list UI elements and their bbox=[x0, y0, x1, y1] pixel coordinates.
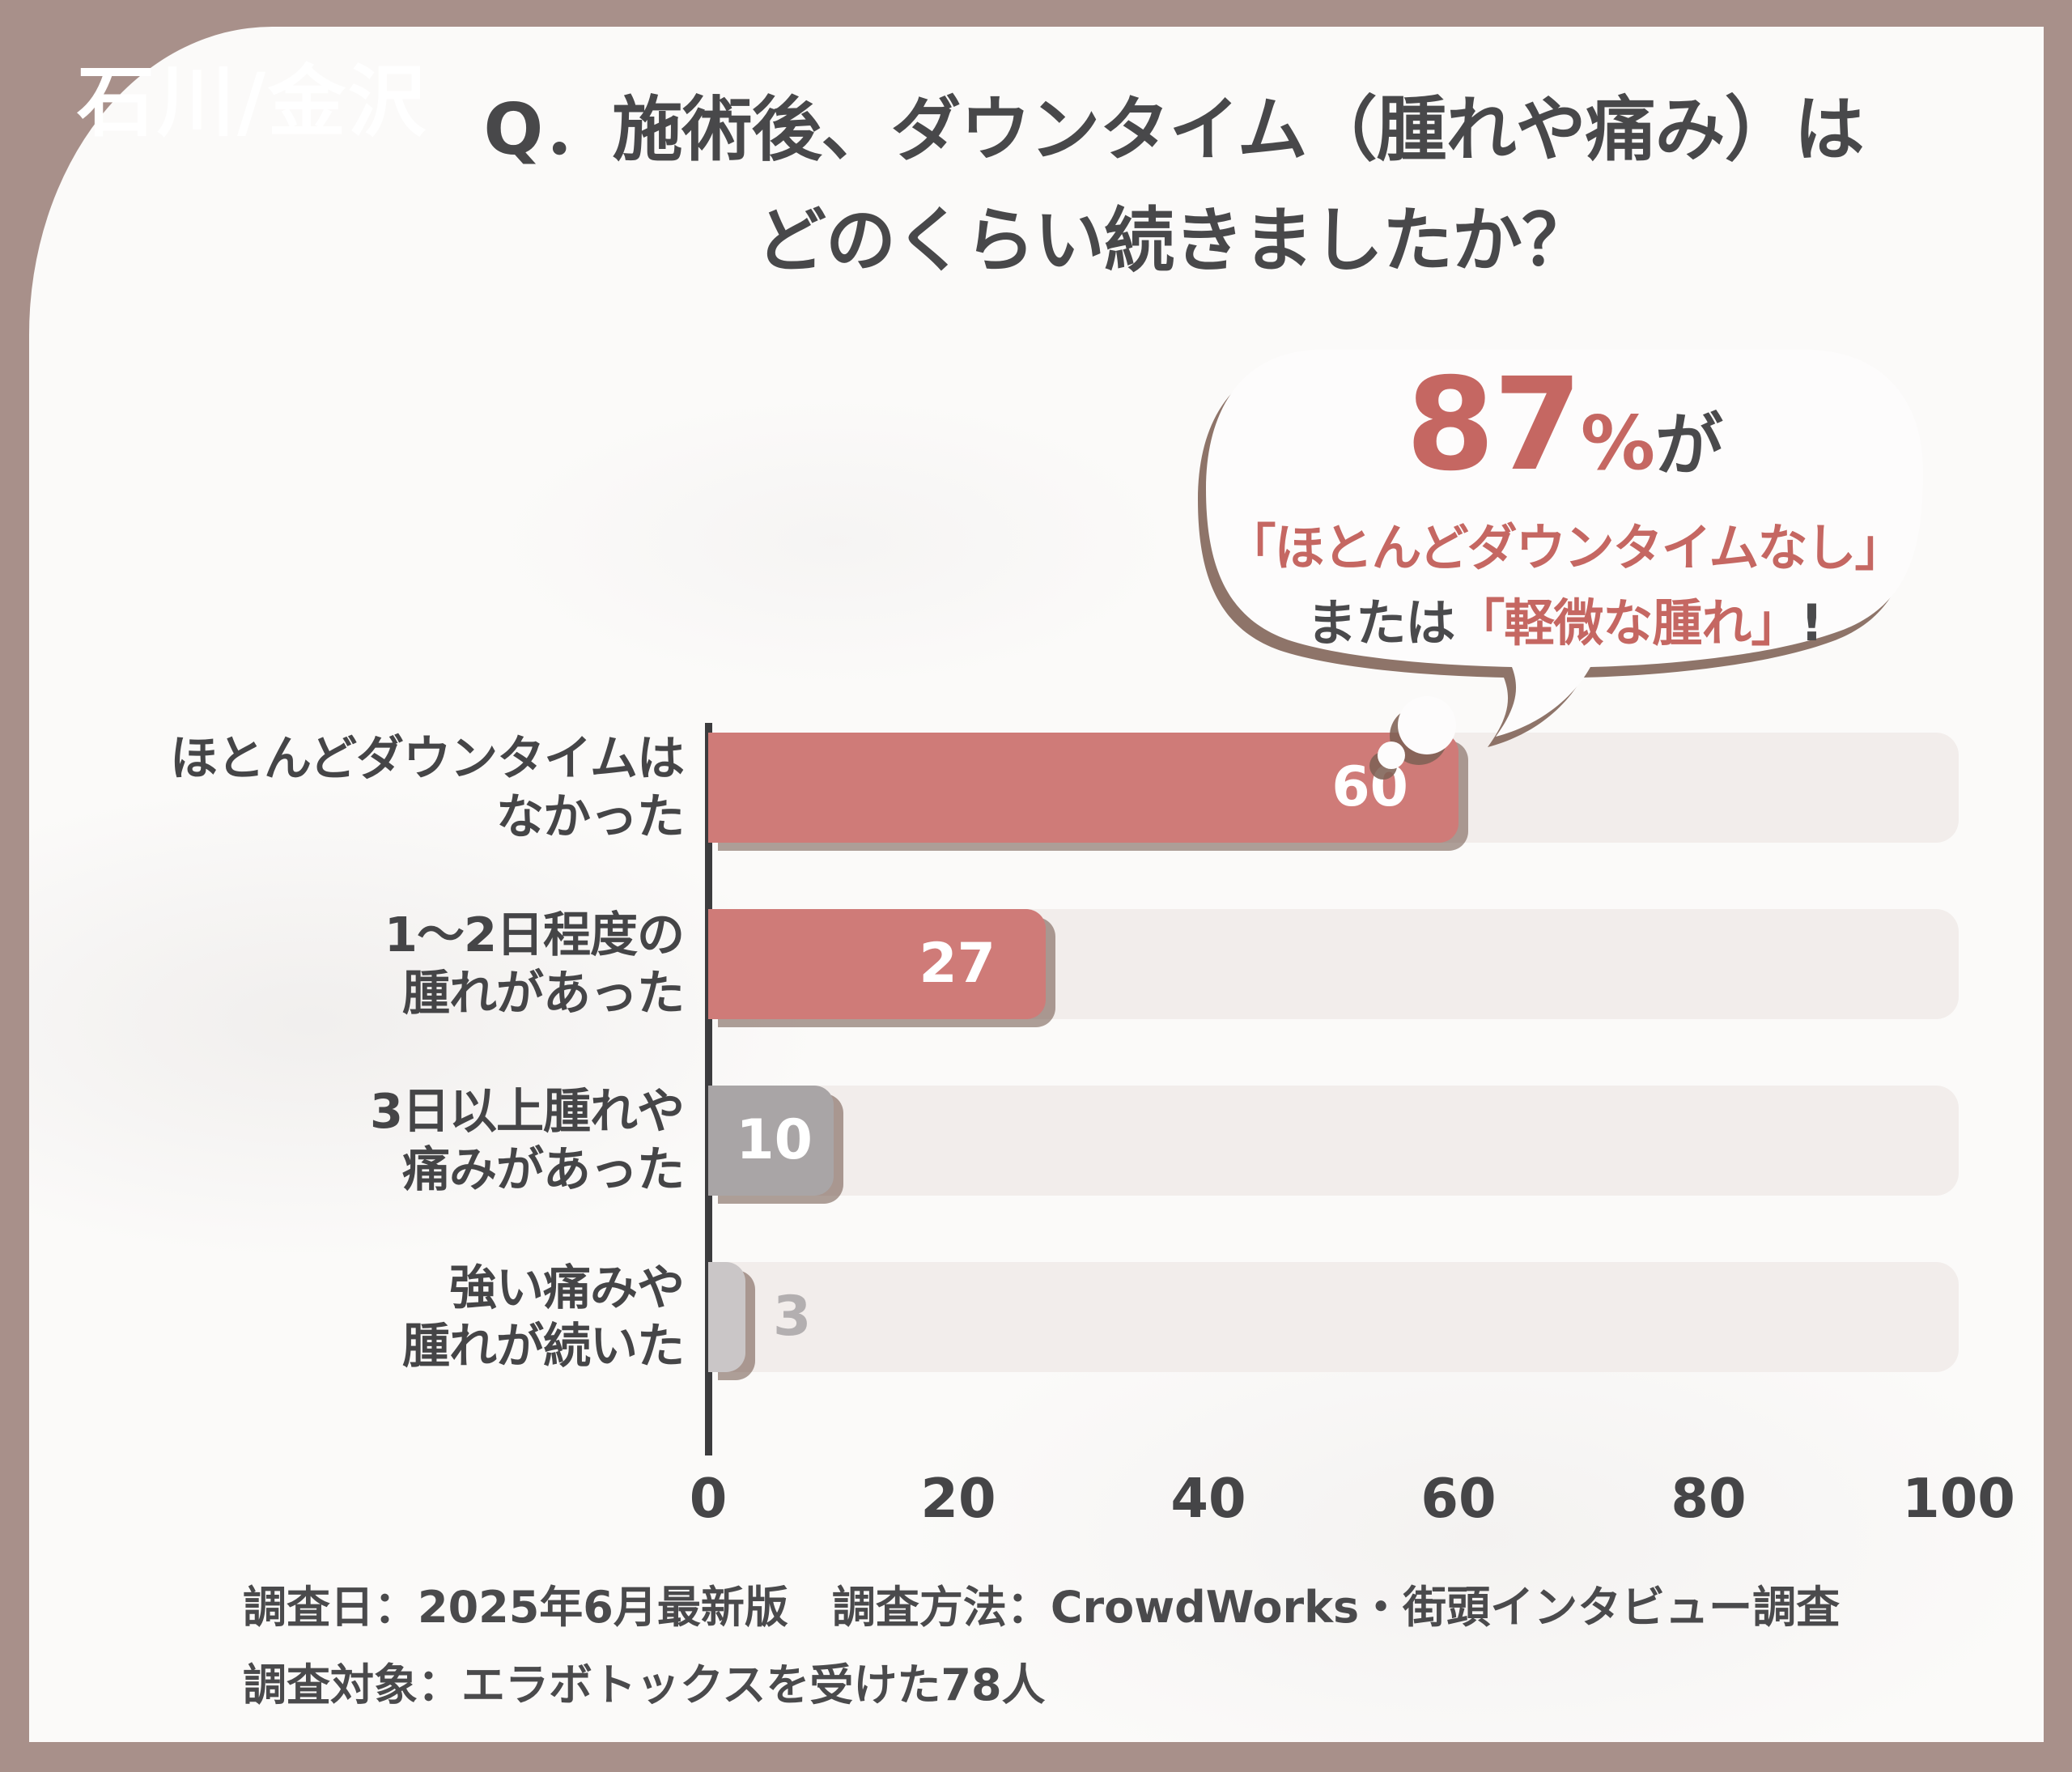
bubble-dot-small bbox=[1378, 742, 1405, 769]
bar-value-label: 27 bbox=[919, 932, 996, 996]
content-card bbox=[29, 27, 2044, 1742]
bar-track bbox=[708, 1262, 1959, 1372]
category-label: 強い痛みや 腫れが続いた bbox=[49, 1259, 685, 1375]
title-line-2: どのくらい続きましたか？ bbox=[756, 199, 1592, 283]
region-badge: 石川/金沢 bbox=[77, 57, 429, 147]
bar-track bbox=[708, 1086, 1959, 1196]
callout-line-2: 「ほとんどダウンタイムなし」 bbox=[1225, 518, 1905, 577]
stat-unit: % bbox=[1580, 400, 1656, 487]
bubble-dot-large bbox=[1398, 696, 1456, 754]
x-tick-label: 80 bbox=[1671, 1467, 1747, 1530]
category-label-line: 強い痛みや bbox=[448, 1260, 685, 1316]
category-label-line: 腫れが続いた bbox=[401, 1318, 685, 1374]
stat-value: 87 bbox=[1405, 351, 1582, 499]
category-label: 3日以上腫れや 痛みがあった bbox=[49, 1082, 685, 1199]
callout-bubble: 87%が 「ほとんどダウンタイムなし」 または「軽微な腫れ」! bbox=[1196, 342, 1941, 795]
bar-value-label: 10 bbox=[736, 1108, 813, 1172]
survey-note-line-1: 調査日：2025年6月最新版 調査方法：CrowdWorks・街頭インタビュー調… bbox=[243, 1582, 1841, 1633]
x-tick-label: 40 bbox=[1170, 1467, 1246, 1530]
callout-line3-suffix: ! bbox=[1800, 593, 1823, 652]
bar: 10 bbox=[708, 1086, 834, 1196]
x-tick-label: 100 bbox=[1902, 1467, 2015, 1530]
speech-bubble-shape bbox=[1206, 350, 1923, 769]
title-line-1: Q．施術後、ダウンタイム（腫れや痛み）は bbox=[483, 88, 1864, 171]
survey-notes: 調査日：2025年6月最新版 調査方法：CrowdWorks・街頭インタビュー調… bbox=[243, 1569, 1975, 1724]
category-label-line: 痛みがあった bbox=[401, 1141, 685, 1197]
callout-text: 87%が 「ほとんどダウンタイムなし」 または「軽微な腫れ」! bbox=[1196, 361, 1933, 661]
category-label-line: ほとんどダウンタイムは bbox=[169, 730, 685, 787]
category-label-line: 3日以上腫れや bbox=[369, 1083, 685, 1140]
callout-line-3: または「軽微な腫れ」! bbox=[1196, 585, 1933, 661]
page-title: Q．施術後、ダウンタイム（腫れや痛み）は どのくらい続きましたか？ bbox=[348, 74, 1999, 297]
category-label-line: 1〜2日程度の bbox=[384, 907, 685, 963]
category-label: 1〜2日程度の 腫れがあった bbox=[49, 906, 685, 1022]
bar-value-label: 60 bbox=[1331, 755, 1408, 819]
category-label-line: 腫れがあった bbox=[401, 965, 685, 1021]
callout-line3-prefix: または bbox=[1306, 593, 1455, 652]
bar: 60 bbox=[708, 733, 1458, 843]
category-label-line: なかった bbox=[495, 788, 685, 844]
x-tick-label: 20 bbox=[920, 1467, 996, 1530]
x-tick-label: 60 bbox=[1420, 1467, 1497, 1530]
x-tick-label: 0 bbox=[689, 1467, 728, 1530]
bar: 27 bbox=[708, 909, 1046, 1019]
category-label: ほとんどダウンタイムは なかった bbox=[49, 729, 685, 846]
callout-stat-line: 87%が bbox=[1196, 361, 1933, 489]
survey-note-line-2: 調査対象：エラボトックスを受けた78人 bbox=[243, 1659, 1046, 1711]
callout-line3-accent: 「軽微な腫れ」 bbox=[1454, 593, 1801, 652]
bar-value-label: 3 bbox=[773, 1285, 812, 1349]
bar bbox=[708, 1262, 745, 1372]
stat-suffix: が bbox=[1655, 406, 1724, 485]
